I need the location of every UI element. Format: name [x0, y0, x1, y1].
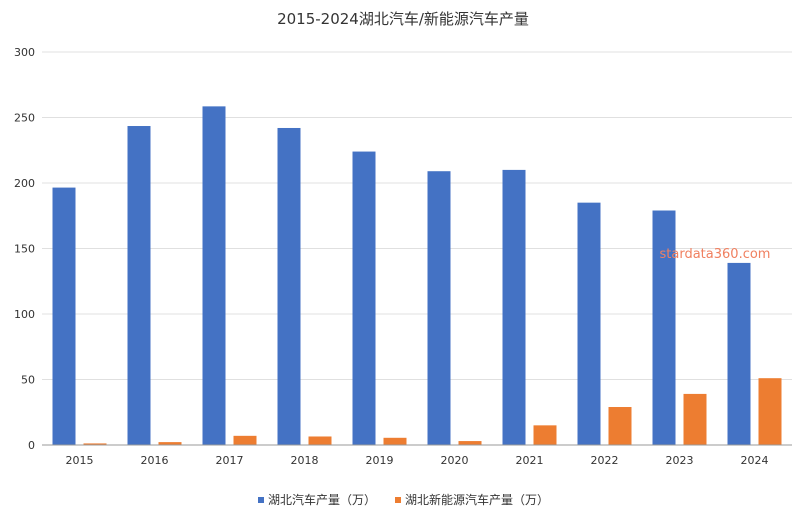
bar-series-1: [502, 169, 526, 445]
bar-series-1: [727, 262, 751, 445]
bars: [52, 106, 782, 446]
bar-series-2: [683, 393, 707, 445]
bar-series-2: [533, 425, 557, 445]
y-tick-label: 100: [14, 308, 35, 321]
bar-series-1: [352, 151, 376, 445]
bar-series-2: [308, 436, 332, 445]
x-tick-label: 2018: [291, 454, 319, 467]
bar-series-2: [158, 442, 182, 445]
x-tick-label: 2021: [516, 454, 544, 467]
bar-series-2: [83, 443, 107, 445]
y-axis-ticks: 0 50 100 150 200 250 300: [14, 46, 35, 452]
y-tick-label: 300: [14, 46, 35, 59]
x-tick-label: 2020: [441, 454, 469, 467]
x-tick-label: 2016: [141, 454, 169, 467]
chart-title: 2015-2024湖北汽车/新能源汽车产量: [277, 10, 529, 28]
bar-series-1: [127, 126, 151, 445]
x-tick-label: 2024: [741, 454, 769, 467]
legend-label: 湖北汽车产量（万）: [268, 492, 376, 507]
bar-series-1: [277, 127, 301, 445]
x-tick-label: 2023: [666, 454, 694, 467]
x-tick-label: 2015: [66, 454, 94, 467]
legend-swatch: [258, 497, 264, 503]
bar-series-1: [52, 187, 76, 445]
bar-series-1: [652, 210, 676, 445]
legend-swatch: [395, 497, 401, 503]
x-axis-ticks: 2015 2016 2017 2018 2019 2020 2021 2022 2023 2024: [66, 454, 769, 467]
watermark: stardata360.com: [660, 247, 771, 262]
bar-series-1: [202, 106, 226, 446]
y-tick-label: 0: [28, 439, 35, 452]
bar-series-2: [383, 437, 407, 445]
legend: 湖北汽车产量（万） 湖北新能源汽车产量（万）: [258, 492, 549, 507]
y-tick-label: 250: [14, 112, 35, 125]
bar-series-2: [608, 407, 632, 445]
x-tick-label: 2017: [216, 454, 244, 467]
bar-series-1: [577, 202, 601, 445]
bar-series-2: [233, 435, 257, 445]
x-tick-label: 2022: [591, 454, 619, 467]
x-tick-label: 2019: [366, 454, 394, 467]
y-tick-label: 50: [21, 374, 35, 387]
legend-label: 湖北新能源汽车产量（万）: [405, 492, 549, 507]
y-tick-label: 200: [14, 177, 35, 190]
bar-series-2: [758, 378, 782, 445]
bar-series-1: [427, 171, 451, 445]
bar-series-2: [458, 441, 482, 445]
grid-lines: [42, 51, 792, 380]
y-tick-label: 150: [14, 243, 35, 256]
